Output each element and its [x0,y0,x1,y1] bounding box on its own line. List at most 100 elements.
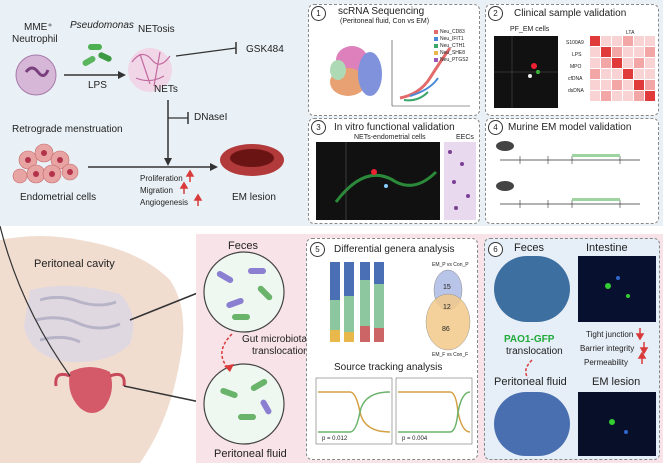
panel-1-number: 1 [311,6,326,21]
mme-label-2: Neutrophil [12,34,58,45]
venn-bottom-label: EM_F vs Con_F [432,352,469,358]
p6-intestine-image [578,256,656,322]
heatmap-cell [623,58,633,68]
heatmap-cell [601,36,611,46]
panel-2-heatmap [590,36,655,101]
heatmap-cell [623,69,633,79]
panel-3-microscopy [316,142,440,220]
tight-junction-label: Tight junction [586,330,634,339]
heatmap-cell [645,58,655,68]
heatmap-cell [601,58,611,68]
panel-3-number: 3 [311,120,326,135]
panel-2-title: Clinical sample validation [514,8,627,19]
panel-1-umap [330,30,470,107]
panel-1-subtitle: (Peritoneal fluid, Con vs EM) [340,18,430,25]
panel-5-number: 5 [310,242,325,257]
netosis-label: NETosis [138,24,175,35]
p6-em-lesion-label: EM lesion [592,376,641,388]
p6-feces-label: Feces [514,242,544,254]
p6-intestine-label: Intestine [586,242,628,254]
angio-label: Angiogenesis [140,198,189,207]
panel-5-title: Differential genera analysis [334,244,455,255]
heatmap-cell [590,91,600,101]
panel-4-timelines [496,141,640,208]
heatmap-cell [623,91,633,101]
gut-label-2: translocation [252,346,309,357]
heatmap-cell [634,91,644,101]
panel-6-number: 6 [488,242,503,257]
prolif-label: Proliferation [140,174,183,183]
retro-label: Retrograde menstruation [12,124,123,135]
heat-row-3: MPO [570,64,582,70]
heatmap-cell [645,91,655,101]
panel-2-sub: PF_EM cells [510,26,550,33]
heatmap-cell [612,58,622,68]
p6-pf-plate [494,392,570,456]
heatmap-cell [623,36,633,46]
panel-4-title: Murine EM model validation [508,122,632,133]
venn-86: 86 [442,326,450,333]
venn-top-label: EM_P vs Con_P [432,262,469,268]
heatmap-cell [645,47,655,57]
p-value-1: p = 0.012 [322,436,348,442]
gut-label-1: Gut microbiota [242,334,308,345]
p1-legend-4: Neu_PTGS2 [440,57,469,63]
panel-3-title: In vitro functional validation [334,122,455,133]
p1-legend-2: Neu_CTH1 [440,43,466,49]
venn-12: 12 [443,304,451,311]
p-value-2: p = 0.004 [402,436,428,442]
p1-legend-3: Neu_SHE8 [440,50,466,56]
heatmap-cell [634,69,644,79]
heatmap-cell [612,36,622,46]
endo-label: Endometrial cells [20,192,97,203]
heatmap-cell [645,36,655,46]
panel-3-sub: NETs-endometrial cells [354,134,426,141]
gsk-label: GSK484 [246,44,284,55]
heat-row-1: S100A9 [566,40,584,46]
dnasei-label: DNaseI [194,112,228,123]
heatmap-cell [601,80,611,90]
pseudomonas-label: Pseudomonas [70,20,134,31]
panel-3-side: EECs [456,134,474,141]
em-lesion-label: EM lesion [232,192,276,203]
heatmap-cell [612,47,622,57]
heatmap-cell [590,80,600,90]
p1-legend-1: Neu_IFIT1 [440,36,464,42]
heatmap-cell [645,80,655,90]
heatmap-cell [590,58,600,68]
heatmap-cell [601,47,611,57]
top-left-schematic [12,42,284,206]
heatmap-cell [634,80,644,90]
p6-peritoneal-fluid-label: Peritoneal fluid [494,376,567,388]
feces-label: Feces [228,240,258,252]
heatmap-cell [623,47,633,57]
heat-row-2: LPS [572,52,582,58]
heatmap-cell [590,36,600,46]
heatmap-cell [634,36,644,46]
heatmap-cell [601,91,611,101]
source-tracking-title: Source tracking analysis [334,362,443,373]
panel-3-histology [444,142,476,220]
heat-row-5: dsDNA [568,88,584,94]
heatmap-cell [590,47,600,57]
lps-label: LPS [88,80,107,91]
permeability-label: Permeability [584,358,629,367]
heatmap-cell [612,80,622,90]
peritoneal-fluid-label: Peritoneal fluid [214,448,287,460]
peritoneal-cavity-label: Peritoneal cavity [34,258,115,270]
panel-4-number: 4 [488,120,503,135]
panel-2-number: 2 [488,6,503,21]
heatmap-cell [634,47,644,57]
heatmap-cell [623,80,633,90]
panel-2-microscopy [494,36,558,108]
pao-label: PAO1-GFP [504,334,555,345]
p6-feces-plate [494,256,570,322]
nets-label: NETs [154,84,178,95]
mme-label-1: MME⁺ [24,22,53,33]
heatmap-cell [612,69,622,79]
heatmap-cell [601,69,611,79]
panel-1-title: scRNA Sequencing [338,6,425,17]
heat-row-0: LTA [626,30,635,36]
